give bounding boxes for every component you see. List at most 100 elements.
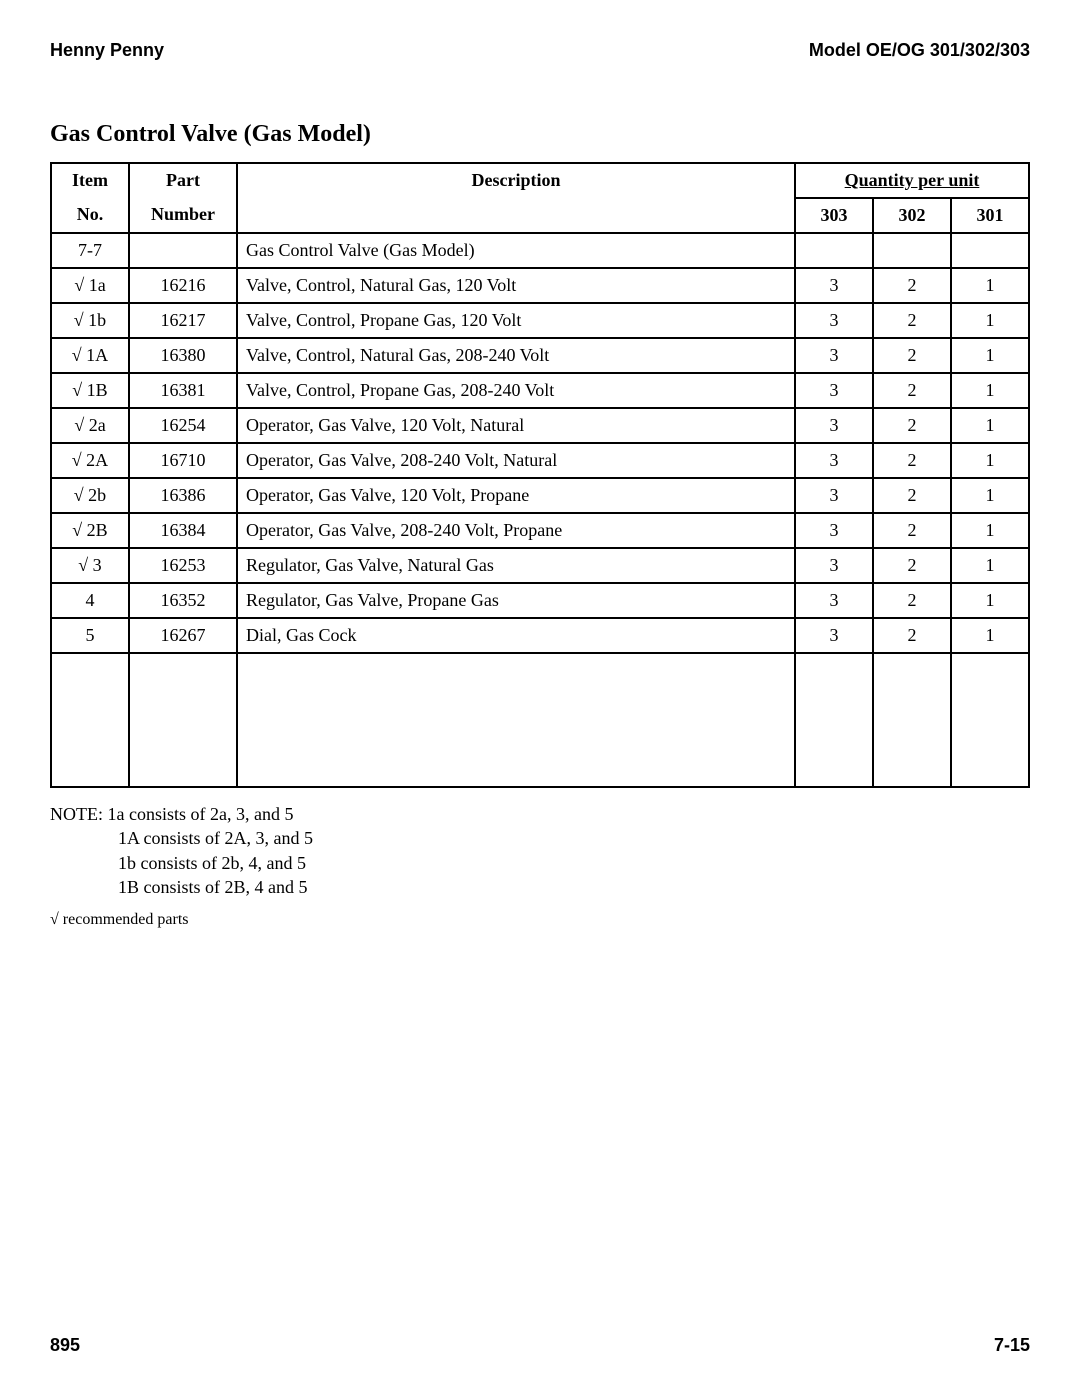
q303-cell: 3 [795, 478, 873, 513]
footer-right: 7-15 [994, 1335, 1030, 1356]
table-row: √ 1A16380Valve, Control, Natural Gas, 20… [51, 338, 1029, 373]
q303-cell: 3 [795, 303, 873, 338]
part-cell: 16386 [129, 478, 237, 513]
col-description: Description [237, 163, 795, 198]
item-cell: √ 2A [51, 443, 129, 478]
q303-cell: 3 [795, 338, 873, 373]
part-cell: 16217 [129, 303, 237, 338]
q301-cell: 1 [951, 338, 1029, 373]
item-cell: √ 2a [51, 408, 129, 443]
item-cell: √ 1b [51, 303, 129, 338]
desc-cell: Gas Control Valve (Gas Model) [237, 233, 795, 268]
note-line-2: 1b consists of 2b, 4, and 5 [118, 853, 306, 873]
desc-cell: Operator, Gas Valve, 120 Volt, Propane [237, 478, 795, 513]
item-cell: 7-7 [51, 233, 129, 268]
desc-cell: Operator, Gas Valve, 208-240 Volt, Natur… [237, 443, 795, 478]
q303-cell: 3 [795, 513, 873, 548]
q303-cell: 3 [795, 618, 873, 653]
q301-cell: 1 [951, 443, 1029, 478]
note-line-3: 1B consists of 2B, 4 and 5 [118, 877, 308, 897]
desc-cell: Operator, Gas Valve, 120 Volt, Natural [237, 408, 795, 443]
table-row: √ 2b16386Operator, Gas Valve, 120 Volt, … [51, 478, 1029, 513]
q302-cell: 2 [873, 548, 951, 583]
note-block: NOTE: 1a consists of 2a, 3, and 5 1A con… [50, 802, 1030, 899]
q302-cell: 2 [873, 268, 951, 303]
col-qty-header: Quantity per unit [795, 163, 1029, 198]
item-cell: √ 1A [51, 338, 129, 373]
table-row: √ 1a16216Valve, Control, Natural Gas, 12… [51, 268, 1029, 303]
q301-cell: 1 [951, 513, 1029, 548]
q302-cell: 2 [873, 618, 951, 653]
footer-left: 895 [50, 1335, 80, 1356]
part-cell: 16384 [129, 513, 237, 548]
note-line-1: 1A consists of 2A, 3, and 5 [118, 828, 313, 848]
brand-label: Henny Penny [50, 40, 164, 61]
col-q302: 302 [873, 198, 951, 233]
spacer-cell [237, 653, 795, 787]
recommended-parts-note: √ recommended parts [50, 911, 1030, 929]
col-item-2: No. [51, 198, 129, 233]
part-cell: 16253 [129, 548, 237, 583]
q301-cell: 1 [951, 408, 1029, 443]
col-description-blank [237, 198, 795, 233]
desc-cell: Valve, Control, Propane Gas, 208-240 Vol… [237, 373, 795, 408]
desc-cell: Regulator, Gas Valve, Propane Gas [237, 583, 795, 618]
col-part-1: Part [129, 163, 237, 198]
table-row: 516267Dial, Gas Cock321 [51, 618, 1029, 653]
part-cell: 16381 [129, 373, 237, 408]
q303-cell [795, 233, 873, 268]
col-q303: 303 [795, 198, 873, 233]
item-cell: √ 2B [51, 513, 129, 548]
page-header: Henny Penny Model OE/OG 301/302/303 [50, 40, 1030, 61]
q302-cell [873, 233, 951, 268]
spacer-cell [951, 653, 1029, 787]
table-row [51, 653, 1029, 787]
q302-cell: 2 [873, 583, 951, 618]
q303-cell: 3 [795, 443, 873, 478]
col-item-1: Item [51, 163, 129, 198]
table-row: 7-7 Gas Control Valve (Gas Model) [51, 233, 1029, 268]
spacer-cell [873, 653, 951, 787]
q301-cell [951, 233, 1029, 268]
item-cell: √ 2b [51, 478, 129, 513]
q301-cell: 1 [951, 583, 1029, 618]
desc-cell: Valve, Control, Natural Gas, 120 Volt [237, 268, 795, 303]
q302-cell: 2 [873, 478, 951, 513]
desc-cell: Valve, Control, Propane Gas, 120 Volt [237, 303, 795, 338]
table-row: 416352Regulator, Gas Valve, Propane Gas3… [51, 583, 1029, 618]
q301-cell: 1 [951, 478, 1029, 513]
desc-cell: Valve, Control, Natural Gas, 208-240 Vol… [237, 338, 795, 373]
q302-cell: 2 [873, 338, 951, 373]
spacer-cell [51, 653, 129, 787]
q301-cell: 1 [951, 268, 1029, 303]
q303-cell: 3 [795, 548, 873, 583]
q301-cell: 1 [951, 373, 1029, 408]
q303-cell: 3 [795, 583, 873, 618]
part-cell: 16352 [129, 583, 237, 618]
note-label: NOTE: [50, 804, 103, 824]
parts-table: Item Part Description Quantity per unit … [50, 162, 1030, 788]
q302-cell: 2 [873, 373, 951, 408]
q303-cell: 3 [795, 268, 873, 303]
page-footer: 895 7-15 [50, 1335, 1030, 1356]
note-line-0: 1a consists of 2a, 3, and 5 [108, 804, 294, 824]
col-part-2: Number [129, 198, 237, 233]
desc-cell: Dial, Gas Cock [237, 618, 795, 653]
col-q301: 301 [951, 198, 1029, 233]
table-row: √ 316253Regulator, Gas Valve, Natural Ga… [51, 548, 1029, 583]
part-cell [129, 233, 237, 268]
section-title: Gas Control Valve (Gas Model) [50, 121, 1030, 148]
model-label: Model OE/OG 301/302/303 [809, 40, 1030, 61]
table-row: √ 1b16217Valve, Control, Propane Gas, 12… [51, 303, 1029, 338]
q302-cell: 2 [873, 408, 951, 443]
item-cell: √ 1B [51, 373, 129, 408]
desc-cell: Regulator, Gas Valve, Natural Gas [237, 548, 795, 583]
part-cell: 16380 [129, 338, 237, 373]
spacer-cell [129, 653, 237, 787]
q303-cell: 3 [795, 373, 873, 408]
table-row: √ 1B16381Valve, Control, Propane Gas, 20… [51, 373, 1029, 408]
item-cell: 5 [51, 618, 129, 653]
q302-cell: 2 [873, 443, 951, 478]
part-cell: 16267 [129, 618, 237, 653]
item-cell: √ 3 [51, 548, 129, 583]
